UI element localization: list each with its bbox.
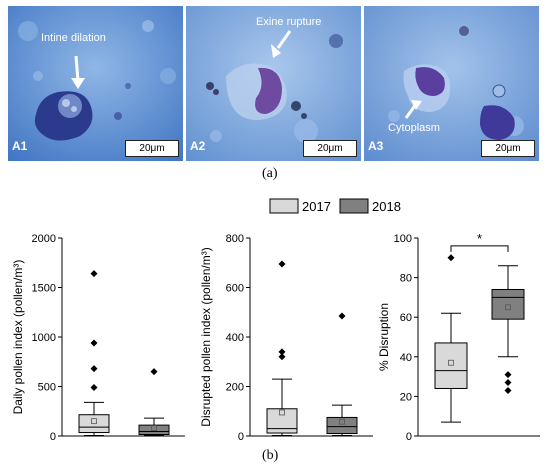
box-2017 (434, 342, 468, 389)
scale-bar-label: 20μm (317, 143, 343, 154)
micrograph-a2-image (186, 6, 361, 161)
mean-marker (91, 418, 97, 425)
outlier-point (338, 312, 346, 320)
scale-bar: 20μm (125, 140, 179, 157)
mean-marker (448, 359, 454, 366)
y-tick-label: 500 (38, 382, 56, 394)
significance-marker: * (477, 231, 482, 246)
mean-marker (505, 304, 511, 311)
significance-bracket (450, 245, 509, 252)
micrograph-a2: Exine rupture A2 20μm (186, 6, 361, 161)
micrograph-a2-annotation: Exine rupture (256, 16, 322, 28)
caption-b: (b) (262, 448, 279, 463)
y-tick-label: 0 (406, 431, 412, 443)
outlier-point (90, 339, 98, 347)
y-tick-label: 100 (394, 233, 412, 245)
y-tick-label: 2000 (32, 233, 56, 245)
y-axis-label: Daily pollen index (pollen/m³) (11, 260, 25, 415)
y-tick-label: 400 (226, 332, 244, 344)
y-tick-label: 200 (226, 382, 244, 394)
legend-label-2017: 2017 (302, 199, 331, 214)
box-2017 (266, 408, 298, 434)
caption-a: (a) (262, 166, 278, 181)
box-2018 (491, 288, 525, 320)
box-2018 (326, 416, 358, 435)
outlier-point (90, 383, 98, 391)
outlier-point (278, 348, 286, 356)
y-tick-label: 800 (226, 233, 244, 245)
arrow-icon (276, 30, 292, 49)
scale-bar-label: 20μm (139, 143, 165, 154)
micrograph-a3-image (364, 6, 539, 161)
micrograph-a2-label: A2 (190, 139, 206, 153)
micrograph-a3-label: A3 (368, 139, 384, 153)
outlier-point (504, 371, 512, 379)
micrograph-a1-label: A1 (12, 139, 28, 153)
micrograph-a1: Intine dilation A1 20μm (8, 6, 183, 161)
y-tick-label: 60 (400, 312, 412, 324)
micrograph-a3-annotation: Cytoplasm (388, 122, 440, 134)
scale-bar: 20μm (303, 140, 357, 157)
y-tick-label: 1000 (32, 332, 56, 344)
outlier-point (278, 260, 286, 268)
y-tick-label: 20 (400, 391, 412, 403)
y-tick-label: 80 (400, 273, 412, 285)
mean-marker (279, 409, 285, 416)
y-axis-label: Disrupted pollen index (pollen/m³) (199, 247, 213, 426)
outlier-point (504, 386, 512, 394)
outlier-point (504, 379, 512, 387)
mean-marker (339, 418, 345, 425)
micrograph-a3: Cytoplasm A3 20μm (364, 6, 539, 161)
micrograph-a1-image (8, 6, 183, 161)
y-tick-label: 0 (238, 431, 244, 443)
arrow-icon (74, 55, 80, 82)
legend-label-2018: 2018 (372, 199, 401, 214)
scale-bar: 20μm (481, 140, 535, 157)
y-tick-label: 600 (226, 283, 244, 295)
outlier-point (278, 353, 286, 361)
legend-swatch-2017 (269, 198, 299, 214)
outlier-point (90, 270, 98, 278)
outlier-point (150, 368, 158, 376)
box-2018 (138, 424, 170, 436)
y-tick-label: 1500 (32, 283, 56, 295)
legend: 2017 2018 (269, 198, 401, 214)
micrograph-a1-annotation: Intine dilation (41, 32, 106, 44)
outlier-point (90, 365, 98, 373)
outlier-point (447, 254, 455, 262)
y-tick-label: 40 (400, 352, 412, 364)
mean-marker (151, 425, 157, 431)
y-axis-label: % Disruption (377, 303, 391, 371)
legend-swatch-2018 (339, 198, 369, 214)
scale-bar-label: 20μm (495, 143, 521, 154)
y-tick-label: 0 (50, 431, 56, 443)
